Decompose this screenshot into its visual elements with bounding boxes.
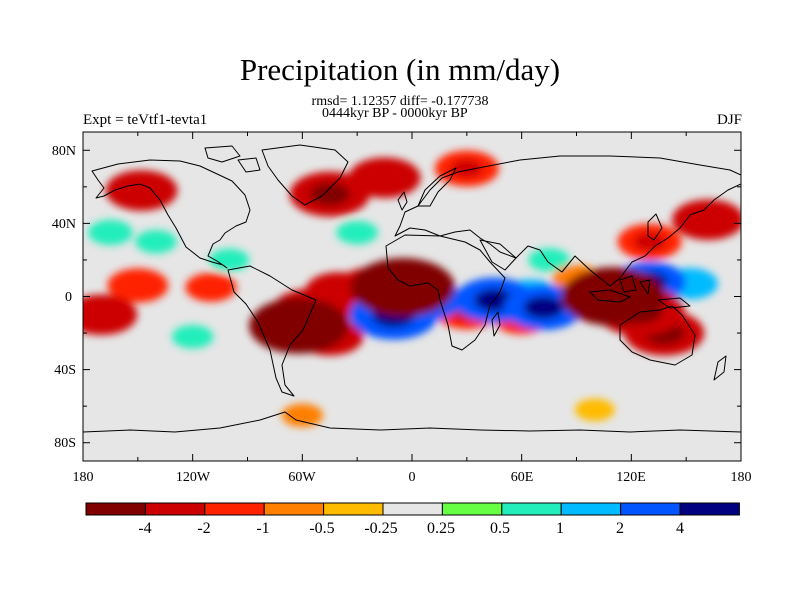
colorbar-box bbox=[85, 502, 146, 516]
period-line: 0444kyr BP - 0000kyr BP bbox=[322, 106, 468, 121]
colorbar-label: 1 bbox=[556, 520, 564, 537]
coast-eurasia bbox=[394, 155, 741, 287]
colorbar-box bbox=[679, 502, 740, 516]
anomaly-core bbox=[273, 311, 324, 340]
anomaly-layer bbox=[83, 150, 741, 428]
colorbar-box bbox=[620, 502, 681, 516]
anomaly-blob bbox=[107, 268, 169, 303]
coast-south-america bbox=[227, 265, 317, 397]
colorbar-box bbox=[263, 502, 325, 516]
anomaly-core bbox=[633, 232, 666, 251]
coast-madagascar bbox=[491, 311, 501, 337]
season-label: DJF bbox=[716, 112, 742, 128]
anomaly-core bbox=[450, 159, 483, 178]
experiment-label: Expt = teVtf1-tevta1 bbox=[83, 112, 208, 128]
colorbar-label: 2 bbox=[616, 520, 624, 537]
colorbar-box bbox=[560, 502, 622, 516]
coastlines bbox=[83, 144, 741, 433]
colorbar bbox=[85, 502, 740, 516]
colorbar-label: 0.5 bbox=[490, 520, 510, 537]
anomaly-core bbox=[523, 296, 564, 319]
coast-japan bbox=[647, 213, 663, 241]
colorbar-label: -0.25 bbox=[364, 520, 397, 537]
colorbar-box bbox=[323, 502, 384, 516]
anomaly-core bbox=[366, 167, 403, 188]
anomaly-blob bbox=[185, 272, 237, 302]
colorbar-box bbox=[501, 502, 562, 516]
anomaly-core bbox=[123, 180, 160, 201]
anomaly-blob bbox=[135, 229, 177, 254]
coast-greenland bbox=[261, 144, 349, 206]
anomaly-blob bbox=[209, 248, 250, 272]
lon-label: 0 bbox=[409, 470, 416, 485]
coast-arabia bbox=[479, 239, 517, 271]
coast-arctic-islands bbox=[204, 145, 261, 173]
anomaly-blob bbox=[171, 325, 214, 349]
anomaly-blob bbox=[88, 219, 133, 246]
colorbar-label: -0.5 bbox=[309, 520, 334, 537]
anomaly-core bbox=[83, 304, 120, 325]
colorbar-label: 4 bbox=[676, 520, 684, 537]
coast-africa bbox=[385, 234, 506, 351]
coast-scandinavia bbox=[417, 167, 457, 207]
coast-new-zealand bbox=[713, 355, 727, 381]
coast-uk bbox=[397, 191, 408, 211]
coast-north-america bbox=[91, 159, 251, 269]
colorbar-label: -1 bbox=[256, 520, 269, 537]
coast-indonesia bbox=[589, 275, 691, 309]
lat-label: 40N bbox=[52, 217, 76, 232]
anomaly-blob bbox=[528, 248, 570, 272]
lon-label: 180 bbox=[731, 470, 752, 485]
anomaly-blob bbox=[336, 220, 378, 245]
lon-label: 120E bbox=[616, 470, 646, 485]
colorbar-box bbox=[441, 502, 503, 516]
lat-label: 40S bbox=[54, 363, 76, 378]
colorbar-box bbox=[382, 502, 443, 516]
lon-label: 60E bbox=[511, 470, 534, 485]
coast-antarctica bbox=[83, 411, 741, 433]
stats-line: rmsd= 1.12357 diff= -0.177738 bbox=[311, 94, 489, 109]
lat-label: 80N bbox=[52, 144, 76, 159]
anomaly-core bbox=[587, 281, 640, 312]
colorbar-box bbox=[144, 502, 206, 516]
anomaly-core bbox=[376, 272, 429, 302]
anomaly-blob bbox=[281, 403, 324, 428]
lat-label: 0 bbox=[65, 290, 72, 305]
coast-australia bbox=[619, 305, 696, 366]
chart-title: Precipitation (in mm/day) bbox=[239, 52, 561, 87]
anomaly-core bbox=[690, 209, 727, 230]
colorbar-box bbox=[204, 502, 265, 516]
axis-ticks bbox=[82, 132, 742, 461]
anomaly-blob bbox=[574, 398, 615, 422]
lon-label: 180 bbox=[73, 470, 94, 485]
colorbar-label: 0.25 bbox=[427, 520, 455, 537]
lon-label: 60W bbox=[288, 470, 316, 485]
colorbar-labels: -4 -2 -1 -0.5 -0.25 0.25 0.5 1 2 4 bbox=[138, 520, 684, 537]
colorbar-label: -4 bbox=[138, 520, 151, 537]
lon-label: 120W bbox=[176, 470, 211, 485]
lat-label: 80S bbox=[54, 436, 76, 451]
colorbar-label: -2 bbox=[197, 520, 210, 537]
anomaly-core bbox=[309, 182, 350, 206]
